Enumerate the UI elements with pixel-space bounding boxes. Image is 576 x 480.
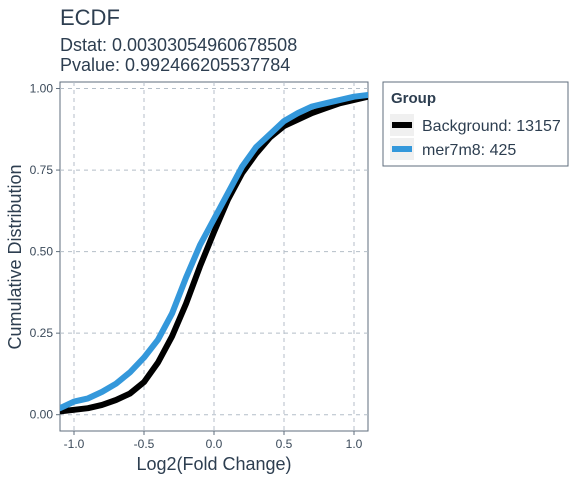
y-tick-label: 0.25 <box>30 326 54 340</box>
y-axis-title: Cumulative Distribution <box>5 164 25 349</box>
y-tick-label: 1.00 <box>30 82 54 96</box>
chart-title: ECDF <box>60 5 120 30</box>
x-tick-label: -0.5 <box>134 437 155 451</box>
legend: Group Background: 13157 mer7m8: 425 <box>382 81 569 167</box>
y-tick-label: 0.75 <box>30 163 54 177</box>
x-axis-ticks: -1.0 -0.5 0.0 0.5 1.0 <box>64 431 363 451</box>
legend-label-mer7m8: mer7m8: 425 <box>422 142 516 159</box>
x-tick-label: 1.0 <box>346 437 363 451</box>
y-axis-ticks: 0.00 0.25 0.50 0.75 1.00 <box>30 82 60 422</box>
chart-subtitle-dstat: Dstat: 0.00303054960678508 <box>60 35 297 55</box>
grid-lines <box>60 82 368 431</box>
y-tick-label: 0.50 <box>30 245 54 259</box>
series-line-background <box>60 93 368 415</box>
x-tick-label: 0.0 <box>206 437 223 451</box>
series-line-mer7m8 <box>60 92 368 412</box>
series-layer <box>60 92 368 415</box>
x-tick-label: -1.0 <box>64 437 85 451</box>
legend-label-background: Background: 13157 <box>422 118 561 135</box>
chart-subtitle-pvalue: Pvalue: 0.992466205537784 <box>60 55 290 75</box>
legend-title: Group <box>391 90 436 107</box>
y-tick-label: 0.00 <box>30 408 54 422</box>
x-axis-title: Log2(Fold Change) <box>136 454 291 474</box>
x-tick-label: 0.5 <box>276 437 293 451</box>
